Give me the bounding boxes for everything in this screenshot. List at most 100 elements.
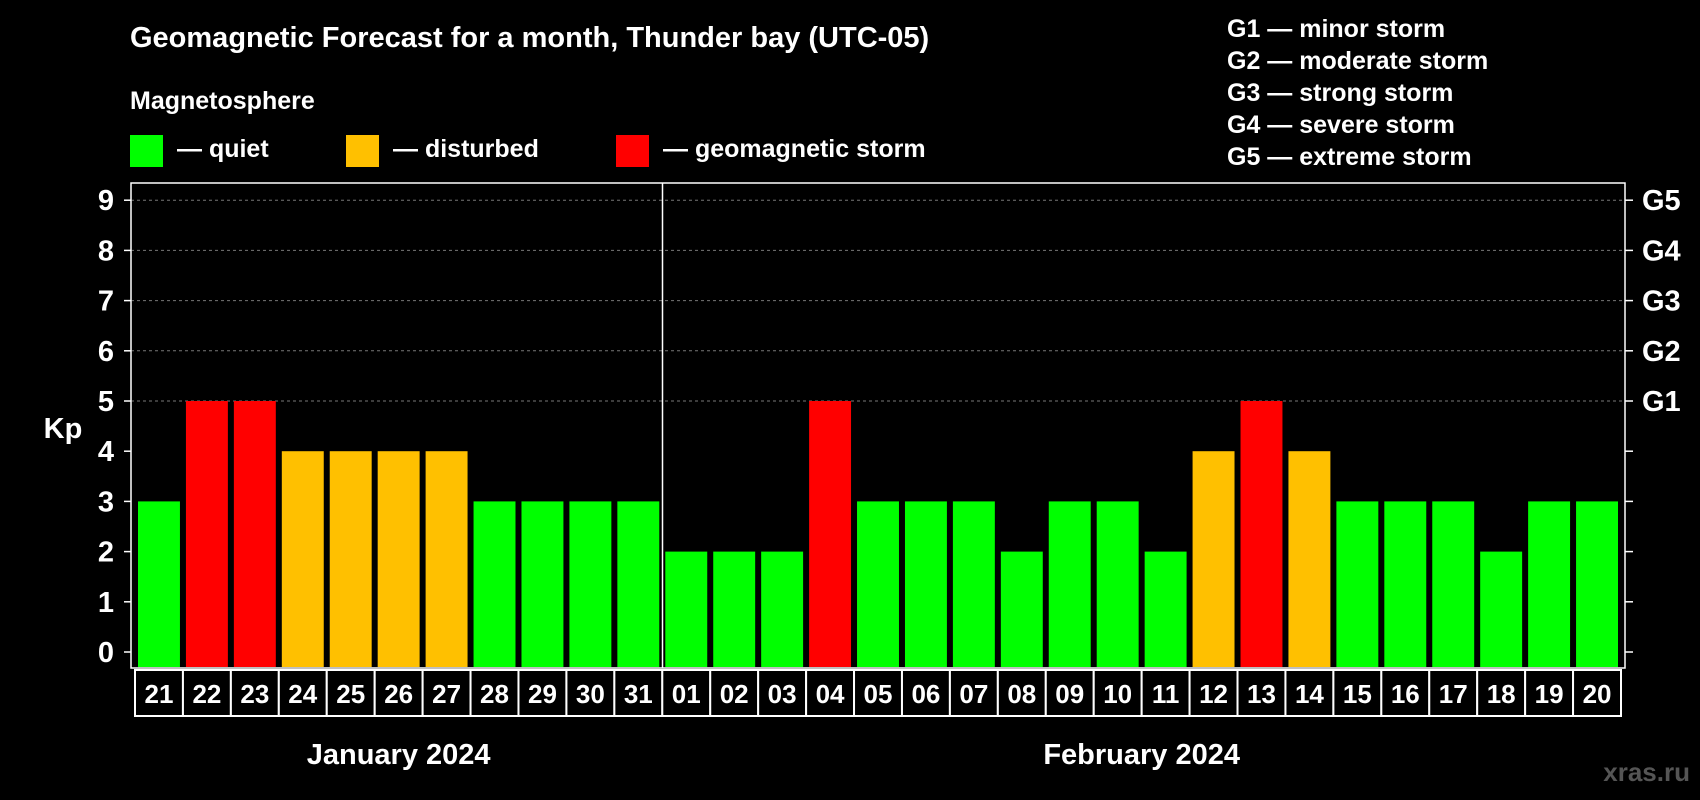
- day-label-20: 20: [1583, 679, 1612, 709]
- bar-28: [473, 501, 516, 667]
- bar-20: [1576, 501, 1618, 667]
- bar-29: [521, 501, 564, 667]
- day-label-02: 02: [720, 679, 749, 709]
- storm-scale-item: G5 — extreme storm: [1227, 143, 1472, 171]
- y-axis: 0 1 2 3 4 5 6 7 8 9: [98, 185, 131, 669]
- y-tick-label: 0: [98, 637, 114, 669]
- bar-19: [1528, 501, 1571, 667]
- chart-title: Geomagnetic Forecast for a month, Thunde…: [130, 22, 929, 54]
- day-label-24: 24: [288, 679, 317, 709]
- bar-07: [952, 501, 995, 667]
- day-label-box: [757, 669, 808, 717]
- day-label-box: [996, 669, 1047, 717]
- day-label-26: 26: [384, 679, 413, 709]
- bar-24: [281, 451, 324, 667]
- y-tick-label: 1: [98, 587, 114, 619]
- bar-05: [857, 501, 899, 667]
- right-axis-label-G1: G1: [1642, 386, 1681, 418]
- legend-label-quiet: — quiet: [177, 135, 269, 163]
- day-label-22: 22: [192, 679, 221, 709]
- legend-swatch-quiet: [130, 135, 163, 167]
- day-label-box: [517, 669, 568, 717]
- right-axis-label-G2: G2: [1642, 336, 1681, 368]
- legend-label-disturbed: — disturbed: [393, 135, 539, 163]
- day-label-06: 06: [911, 679, 940, 709]
- day-label-11: 11: [1152, 679, 1180, 709]
- day-label-31: 31: [624, 679, 653, 709]
- day-label-box: [948, 669, 999, 717]
- storm-scale-legend: G1 — minor storm G2 — moderate storm G3 — …: [1227, 15, 1488, 171]
- y-tick-label: 7: [98, 286, 114, 318]
- legend-swatch-disturbed: [346, 135, 379, 167]
- bar-23: [233, 401, 276, 667]
- bar-27: [425, 451, 468, 667]
- storm-scale-item: G4 — severe storm: [1227, 111, 1455, 139]
- day-label-box: [1092, 669, 1143, 717]
- bar-16: [1384, 501, 1427, 667]
- bar-11: [1144, 551, 1187, 667]
- day-label-box: [565, 669, 616, 717]
- y-tick-label: 2: [98, 537, 114, 569]
- bar-25: [329, 451, 372, 667]
- y-tick-label: 8: [98, 235, 114, 267]
- x-axis-day-labels: 21 22 23 24 25 26 27 28 29 30 31 01 02 03 04 05 06 07 08 09…: [134, 669, 1623, 717]
- bar-08: [1000, 551, 1043, 667]
- day-label-01: 01: [672, 679, 701, 709]
- day-label-21: 21: [145, 679, 174, 709]
- day-label-12: 12: [1199, 679, 1228, 709]
- day-label-box: [853, 669, 903, 717]
- bar-10: [1096, 501, 1139, 667]
- day-label-box: [709, 669, 760, 717]
- bar-30: [569, 501, 612, 667]
- day-label-07: 07: [959, 679, 988, 709]
- y-tick-label: 4: [98, 436, 114, 468]
- day-label-23: 23: [240, 679, 269, 709]
- legend-swatch-storm: [616, 135, 649, 167]
- bar-14: [1288, 451, 1331, 667]
- day-label-03: 03: [768, 679, 797, 709]
- grid-lines: [131, 199, 1625, 402]
- day-label-27: 27: [432, 679, 461, 709]
- bar-01: [665, 551, 708, 667]
- y-tick-label: 5: [98, 386, 114, 418]
- bar-04: [809, 401, 852, 667]
- day-label-29: 29: [528, 679, 557, 709]
- day-label-17: 17: [1439, 679, 1468, 709]
- right-axis-label-G5: G5: [1642, 185, 1681, 217]
- chart-subtitle: Magnetosphere: [130, 87, 315, 115]
- bars: [138, 401, 1618, 667]
- day-label-box: [1524, 669, 1575, 717]
- day-label-28: 28: [480, 679, 509, 709]
- day-label-box: [1188, 669, 1239, 717]
- bar-02: [713, 551, 756, 667]
- y-tick-label: 9: [98, 185, 114, 217]
- bar-09: [1048, 501, 1091, 667]
- bar-22: [185, 401, 228, 667]
- day-label-box: [661, 669, 712, 717]
- bar-21: [138, 501, 180, 667]
- bar-13: [1240, 401, 1283, 667]
- y-tick-label: 3: [98, 486, 114, 518]
- legend-label-storm: — geomagnetic storm: [663, 135, 926, 163]
- day-label-13: 13: [1247, 679, 1276, 709]
- day-label-04: 04: [816, 679, 845, 709]
- day-label-18: 18: [1487, 679, 1516, 709]
- plot-frame: [130, 182, 1626, 669]
- x-axis-month-labels: January 2024 February 2024: [307, 739, 1240, 771]
- month-label: February 2024: [1043, 739, 1240, 771]
- day-label-05: 05: [864, 679, 893, 709]
- day-label-box: [134, 669, 184, 717]
- day-label-15: 15: [1343, 679, 1372, 709]
- storm-scale-item: G1 — minor storm: [1227, 15, 1445, 43]
- y-axis-label: Kp: [44, 413, 83, 445]
- day-label-box: [1380, 669, 1431, 717]
- day-label-16: 16: [1391, 679, 1420, 709]
- day-label-08: 08: [1007, 679, 1036, 709]
- day-label-10: 10: [1103, 679, 1132, 709]
- watermark: xras.ru: [1603, 757, 1690, 787]
- y-tick-label: 6: [98, 336, 114, 368]
- day-label-box: [1236, 669, 1287, 717]
- day-label-box: [900, 669, 951, 717]
- day-label-box: [469, 669, 520, 717]
- bar-12: [1192, 451, 1235, 667]
